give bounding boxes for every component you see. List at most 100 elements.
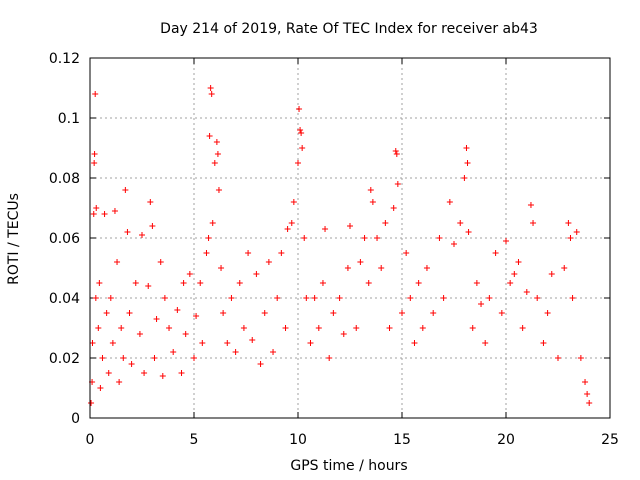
data-point xyxy=(278,250,285,256)
data-point xyxy=(336,295,343,301)
data-point xyxy=(284,226,291,232)
data-point xyxy=(469,325,476,331)
data-point xyxy=(415,280,422,286)
data-point xyxy=(174,307,181,313)
data-point xyxy=(393,151,400,157)
y-tick-label: 0.08 xyxy=(49,171,80,187)
data-point xyxy=(199,340,206,346)
y-axis-label: ROTI / TECUs xyxy=(6,193,22,285)
data-point xyxy=(303,295,310,301)
x-axis-label: GPS time / hours xyxy=(290,458,407,474)
data-point xyxy=(232,349,239,355)
data-point xyxy=(463,145,470,151)
data-point xyxy=(299,145,306,151)
data-point xyxy=(116,379,123,385)
data-point xyxy=(288,220,295,226)
y-tick-label: 0.04 xyxy=(49,291,80,307)
data-point xyxy=(519,325,526,331)
data-point xyxy=(180,280,187,286)
data-point xyxy=(540,340,547,346)
data-point xyxy=(392,148,399,154)
data-point xyxy=(166,325,173,331)
data-point xyxy=(301,235,308,241)
data-point xyxy=(436,235,443,241)
data-point xyxy=(122,187,129,193)
data-point xyxy=(567,235,574,241)
data-point xyxy=(523,289,530,295)
data-point xyxy=(440,295,447,301)
data-point xyxy=(347,223,353,229)
data-point xyxy=(319,280,326,286)
data-point xyxy=(419,325,426,331)
data-point xyxy=(307,340,314,346)
data-point xyxy=(136,331,143,337)
data-point xyxy=(486,295,493,301)
data-point xyxy=(90,211,97,217)
data-point xyxy=(374,235,381,241)
data-point xyxy=(207,85,214,91)
data-point xyxy=(157,259,164,265)
y-tick-label: 0.1 xyxy=(58,111,80,127)
data-point xyxy=(128,361,135,367)
data-point xyxy=(193,313,200,319)
data-point xyxy=(132,280,139,286)
data-point xyxy=(124,229,131,235)
data-point xyxy=(99,355,106,361)
data-point xyxy=(492,250,499,256)
data-point xyxy=(430,310,437,316)
data-point xyxy=(297,127,304,133)
data-point xyxy=(139,232,145,238)
data-point xyxy=(298,130,305,136)
data-point xyxy=(249,337,256,343)
data-point xyxy=(390,205,397,211)
data-point xyxy=(565,220,572,226)
data-point xyxy=(261,310,268,316)
data-point xyxy=(208,91,215,97)
data-point xyxy=(151,355,158,361)
data-point xyxy=(561,265,568,271)
data-point xyxy=(265,259,272,265)
data-point xyxy=(315,325,322,331)
data-point xyxy=(92,91,99,97)
data-point xyxy=(103,310,110,316)
data-points xyxy=(88,85,593,406)
x-tick-label: 0 xyxy=(86,432,95,448)
data-point xyxy=(544,310,551,316)
data-point xyxy=(186,271,193,277)
data-point xyxy=(145,283,152,289)
data-point xyxy=(101,211,108,217)
data-point xyxy=(211,160,218,166)
data-point xyxy=(573,229,580,235)
data-point xyxy=(446,199,453,205)
data-point xyxy=(296,106,303,112)
data-point xyxy=(365,280,372,286)
y-tick-label: 0.06 xyxy=(49,231,80,247)
data-point xyxy=(515,259,522,265)
data-point xyxy=(213,139,220,145)
data-point xyxy=(159,373,166,379)
data-point xyxy=(88,400,95,406)
data-point xyxy=(403,250,410,256)
data-point xyxy=(91,160,98,166)
data-point xyxy=(107,295,114,301)
data-point xyxy=(245,250,252,256)
data-point xyxy=(330,310,337,316)
data-point xyxy=(367,187,374,193)
y-tick-label: 0.12 xyxy=(49,51,80,67)
data-point xyxy=(97,385,104,391)
data-point xyxy=(91,151,98,157)
x-tick-label: 10 xyxy=(289,432,307,448)
data-point xyxy=(290,199,297,205)
data-point xyxy=(527,202,534,208)
data-point xyxy=(270,349,277,355)
data-point xyxy=(93,205,100,211)
data-point xyxy=(295,160,301,166)
data-point xyxy=(191,355,197,361)
data-point xyxy=(141,370,148,376)
data-point xyxy=(220,310,227,316)
data-point xyxy=(218,265,225,271)
data-point xyxy=(569,295,576,301)
data-point xyxy=(205,235,212,241)
data-point xyxy=(478,301,485,307)
x-tick-label: 15 xyxy=(393,432,411,448)
